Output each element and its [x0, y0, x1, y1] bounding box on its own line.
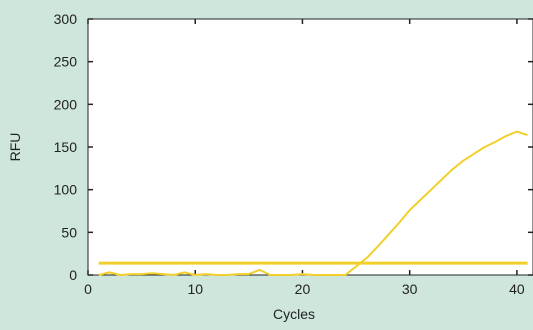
axis-ticks: 0 10 20 30 40 0 50 100 150 200 250 300 — [54, 11, 533, 297]
y-tick-label: 300 — [54, 11, 78, 27]
series-lines — [98, 130, 528, 276]
y-tick-label: 0 — [69, 267, 77, 283]
x-tick-label: 10 — [187, 281, 203, 297]
x-tick-label: 30 — [402, 281, 418, 297]
amplification-curve — [98, 130, 528, 276]
y-tick-label: 100 — [54, 182, 78, 198]
y-tick-label: 50 — [61, 224, 77, 240]
x-axis-label: Cycles — [273, 306, 315, 322]
x-tick-label: 0 — [84, 281, 92, 297]
plot-area — [87, 18, 533, 276]
y-tick-label: 250 — [54, 54, 78, 70]
y-axis-label: RFU — [7, 133, 23, 162]
x-tick-label: 40 — [509, 281, 525, 297]
y-tick-label: 150 — [54, 139, 78, 155]
x-tick-label: 20 — [295, 281, 311, 297]
y-tick-label: 200 — [54, 96, 78, 112]
